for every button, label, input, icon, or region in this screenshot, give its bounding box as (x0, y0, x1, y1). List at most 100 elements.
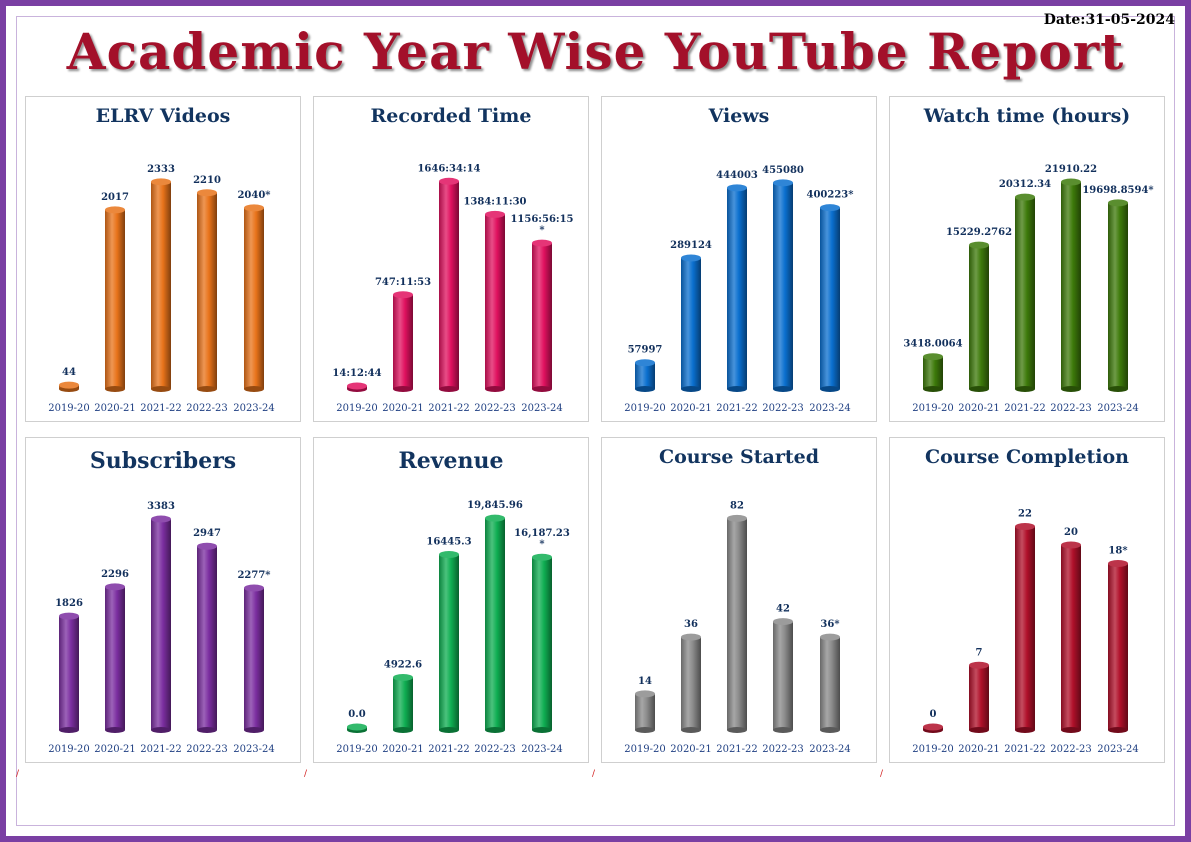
x-tick-label: 2020-21 (670, 744, 712, 755)
bar (151, 515, 171, 733)
bar (197, 189, 217, 392)
x-tick-label: 2022-23 (474, 403, 516, 414)
bar (773, 618, 793, 733)
bar (439, 550, 459, 733)
data-label: 14:12:44 (332, 368, 381, 379)
bar (1061, 541, 1081, 733)
data-label: 444003 (716, 170, 758, 181)
x-tick-label: 2020-21 (382, 744, 424, 755)
bar (197, 542, 217, 733)
bar (485, 210, 505, 392)
chart-panel: Revenue 0.0 2019-20 4922.6 2020-21 16445.3 202… (313, 437, 589, 763)
bar-chart: 3418.0064 2019-20 15229.2762 2020-21 20312.3… (903, 164, 1154, 414)
x-tick-label: 2019-20 (912, 403, 954, 414)
data-label: 19,845.96 (467, 500, 523, 511)
bar (59, 612, 79, 733)
bar (1108, 560, 1128, 733)
bar (1108, 199, 1128, 392)
bar-chart: 0 2019-20 7 2020-21 22 2021-22 20 2022-23 18* 202… (912, 509, 1139, 756)
x-tick-label: 2021-22 (140, 403, 182, 414)
bar (244, 584, 264, 733)
data-label: 4922.6 (384, 659, 422, 670)
x-tick-label: 2023-24 (1097, 403, 1139, 414)
bar (969, 241, 989, 392)
x-tick-label: 2022-23 (762, 744, 804, 755)
chart-panel: Subscribers 1826 2019-20 2296 2020-21 3383 202… (25, 437, 301, 763)
data-label: 2947 (193, 528, 221, 539)
bar (393, 673, 413, 733)
bar (105, 583, 125, 733)
x-tick-label: 2021-22 (716, 744, 758, 755)
data-label: 1646:34:14 (417, 163, 480, 174)
data-label: 22 (1018, 509, 1032, 520)
bar (635, 359, 655, 392)
bar-chart: 57997 2019-20 289124 2020-21 444003 2021-22 45… (624, 165, 855, 414)
bar (532, 239, 552, 392)
x-tick-label: 2020-21 (670, 403, 712, 414)
data-label: 14 (638, 676, 652, 687)
bar (105, 206, 125, 392)
data-label: 2333 (147, 164, 175, 175)
chart-title: Views (708, 105, 770, 127)
x-tick-label: 2023-24 (233, 403, 275, 414)
x-tick-label: 2022-23 (762, 403, 804, 414)
x-tick-label: 2019-20 (336, 403, 378, 414)
chart-title: Course Started (659, 446, 819, 468)
bar (1015, 523, 1035, 733)
inner-border (16, 16, 1175, 826)
bar (727, 184, 747, 392)
chart-panel: ELRV Videos 44 2019-20 2017 2020-21 2333 2021-… (25, 96, 301, 422)
data-label: 400223* (807, 190, 855, 201)
bar (1015, 193, 1035, 392)
x-tick-label: 2019-20 (912, 744, 954, 755)
x-tick-label: 2019-20 (48, 744, 90, 755)
data-label: 289124 (670, 240, 712, 251)
x-tick-label: 2023-24 (521, 744, 563, 755)
data-label: 0.0 (348, 709, 365, 720)
data-label: 1826 (55, 598, 83, 609)
bar (347, 723, 367, 733)
x-tick-label: 2023-24 (1097, 744, 1139, 755)
data-label: 3418.0064 (903, 339, 962, 350)
x-tick-label: 2023-24 (809, 744, 851, 755)
bar (1061, 178, 1081, 392)
data-label: 44 (62, 367, 76, 378)
x-tick-label: 2021-22 (716, 403, 758, 414)
data-label: 15229.2762 (946, 227, 1012, 238)
data-label: 2017 (101, 192, 129, 203)
x-tick-label: 2020-21 (958, 403, 1000, 414)
x-tick-label: 2023-24 (521, 403, 563, 414)
chart-panel: Course Completion 0 2019-20 7 2020-21 22 2021-… (889, 437, 1165, 763)
bar (532, 553, 552, 733)
corner-mark: ∕ (880, 769, 884, 779)
bar (820, 633, 840, 733)
bar (244, 204, 264, 392)
chart-panel: Views 57997 2019-20 289124 2020-21 444003 2021… (601, 96, 877, 422)
bar-chart: 14:12:44 2019-20 747:11:53 2020-21 1646:34:1… (332, 163, 573, 414)
data-label: 2040* (237, 190, 271, 201)
x-tick-label: 2020-21 (94, 744, 136, 755)
bar (59, 381, 79, 392)
data-label: 16445.3 (426, 536, 471, 547)
data-label: 16,187.23 * (514, 528, 570, 550)
x-tick-label: 2019-20 (624, 744, 666, 755)
x-tick-label: 2022-23 (186, 744, 228, 755)
x-tick-label: 2023-24 (809, 403, 851, 414)
x-tick-label: 2021-22 (1004, 744, 1046, 755)
x-tick-label: 2021-22 (428, 744, 470, 755)
x-tick-label: 2020-21 (382, 403, 424, 414)
bar (347, 382, 367, 392)
report-date: Date:31-05-2024 (1043, 12, 1175, 28)
data-label: 19698.8594* (1082, 185, 1154, 196)
x-tick-label: 2021-22 (140, 744, 182, 755)
x-tick-label: 2021-22 (1004, 403, 1046, 414)
data-label: 0 (930, 709, 937, 720)
data-label: 747:11:53 (375, 277, 431, 288)
corner-mark: ∕ (16, 769, 20, 779)
bar (635, 690, 655, 733)
bar (681, 254, 701, 392)
chart-title: Recorded Time (370, 105, 532, 127)
bar-chart: 44 2019-20 2017 2020-21 2333 2021-22 2210 2022-… (48, 164, 275, 414)
data-label: 7 (976, 647, 983, 658)
bar (439, 177, 459, 392)
